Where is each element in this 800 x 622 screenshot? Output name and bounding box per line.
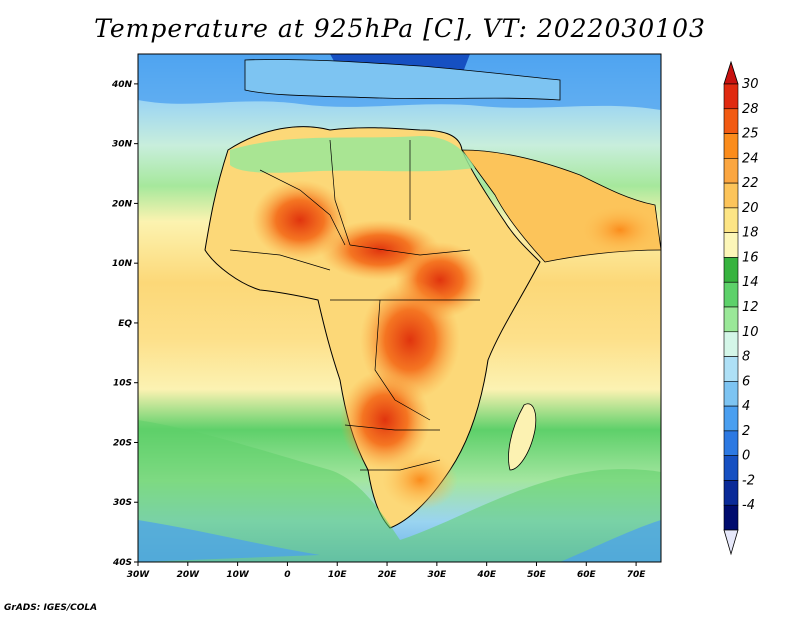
colorbar-swatch bbox=[723, 480, 739, 506]
colorbar-swatch bbox=[723, 83, 739, 110]
lon-tick-label: 10E bbox=[328, 570, 348, 580]
colorbar-swatch bbox=[723, 331, 739, 357]
colorbar-top-arrow bbox=[723, 60, 739, 85]
southern-ocean-cold-east bbox=[560, 520, 661, 562]
lat-tick-label: 40S bbox=[112, 558, 132, 568]
colorbar-label: 18 bbox=[742, 226, 759, 241]
colorbar-label: 22 bbox=[742, 176, 759, 191]
colorbar-label: 24 bbox=[742, 151, 759, 166]
southern-ocean-green bbox=[138, 420, 661, 562]
colorbar-swatch bbox=[723, 306, 739, 333]
colorbar-label: 0 bbox=[742, 449, 750, 464]
colorbar-swatch bbox=[723, 207, 739, 233]
lat-tick-label: EQ bbox=[118, 319, 132, 329]
colorbar-label: 8 bbox=[742, 350, 750, 365]
lon-tick-label: 30E bbox=[428, 570, 448, 580]
lat-tick-label: 10N bbox=[112, 259, 133, 269]
map-frame bbox=[137, 53, 662, 563]
southern-ocean-cold-west bbox=[138, 520, 320, 562]
colorbar-label: 25 bbox=[742, 127, 759, 142]
colorbar-swatch bbox=[723, 455, 739, 481]
page-title: Temperature at 925hPa [C], VT: 202203010… bbox=[94, 14, 706, 43]
north-africa-cool bbox=[230, 136, 475, 173]
colorbar-swatch bbox=[723, 381, 739, 407]
colorbar-label: 6 bbox=[742, 374, 750, 389]
lon-tick-label: 10W bbox=[226, 570, 250, 580]
lon-tick-label: 50E bbox=[527, 570, 547, 580]
longitude-axis: 30W 20W 10W 0 10E 20E 30E 40E 50E 60E 70E bbox=[127, 562, 647, 580]
colorbar-swatch bbox=[723, 108, 739, 134]
colorbar-label: 12 bbox=[742, 300, 759, 315]
colorbar-label: 20 bbox=[742, 201, 759, 216]
lat-tick-label: 10S bbox=[113, 379, 132, 389]
colorbar-label: 2 bbox=[742, 424, 750, 439]
colorbar-label: 14 bbox=[742, 275, 759, 290]
lon-tick-label: 30W bbox=[127, 570, 151, 580]
lon-tick-label: 60E bbox=[577, 570, 597, 580]
hot-southern-africa bbox=[340, 370, 430, 470]
colorbar-swatch bbox=[723, 504, 739, 531]
colorbar-label: -4 bbox=[742, 498, 755, 513]
lat-tick-label: 20N bbox=[112, 199, 133, 209]
latitude-axis: 40N 30N 20N 10N EQ 10S 20S 30S 40S bbox=[111, 80, 138, 568]
lon-tick-label: 70E bbox=[627, 570, 647, 580]
madagascar bbox=[508, 403, 537, 471]
grads-credit: GrADS: IGES/COLA bbox=[4, 603, 98, 613]
colorbar-swatch bbox=[723, 430, 739, 456]
colorbar-bottom-arrow bbox=[723, 529, 739, 556]
colorbar-swatch bbox=[723, 405, 739, 432]
lon-tick-label: 0 bbox=[284, 570, 290, 580]
warm-arabian-sea bbox=[580, 205, 660, 255]
lat-tick-label: 30S bbox=[113, 498, 132, 508]
colorbar-swatch bbox=[723, 158, 739, 184]
colorbar-swatch bbox=[723, 281, 739, 308]
lon-tick-label: 20E bbox=[378, 570, 398, 580]
colorbar-label: 28 bbox=[742, 102, 759, 117]
warm-south bbox=[382, 450, 458, 510]
temperature-field bbox=[138, 54, 661, 562]
lon-tick-label: 20W bbox=[177, 570, 201, 580]
country-borders bbox=[229, 139, 480, 471]
colorbar-swatch bbox=[723, 257, 739, 283]
colorbar-label: -2 bbox=[742, 473, 755, 488]
colorbar-label: 4 bbox=[742, 399, 750, 414]
colorbar-label: 16 bbox=[742, 250, 759, 265]
lat-tick-label: 20S bbox=[113, 438, 132, 448]
europe-landmass bbox=[244, 59, 561, 101]
colorbar-label: 10 bbox=[742, 325, 759, 340]
colorbar-swatch bbox=[723, 133, 739, 159]
lat-tick-label: 40N bbox=[111, 80, 133, 90]
colorbar-swatch bbox=[723, 182, 739, 209]
colorbar-swatch bbox=[723, 356, 739, 382]
lon-tick-label: 40E bbox=[476, 570, 497, 580]
colorbar-label: 30 bbox=[742, 77, 759, 92]
colorbar-swatch bbox=[723, 232, 739, 258]
lat-tick-label: 30N bbox=[112, 140, 133, 150]
